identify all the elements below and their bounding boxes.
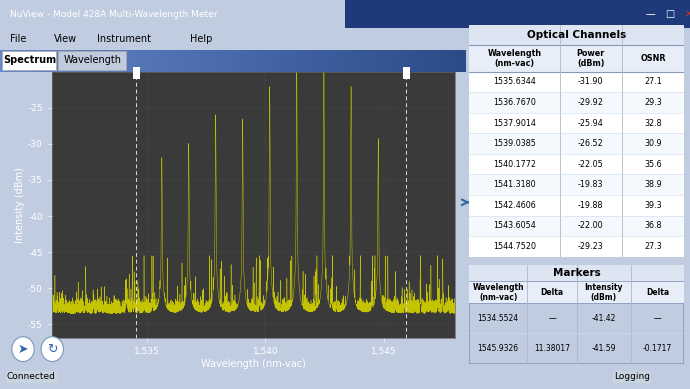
Text: 1545.9326: 1545.9326 xyxy=(477,344,519,353)
Text: Delta: Delta xyxy=(646,288,669,297)
Text: Intensity
(dBm): Intensity (dBm) xyxy=(584,282,623,302)
Text: 35.6: 35.6 xyxy=(644,159,662,169)
Text: 32.8: 32.8 xyxy=(644,119,662,128)
Text: -26.52: -26.52 xyxy=(578,139,604,148)
Text: OSNR: OSNR xyxy=(640,54,666,63)
Bar xyxy=(58,51,126,70)
Text: Spectrum: Spectrum xyxy=(3,55,56,65)
Text: 1536.7670: 1536.7670 xyxy=(493,98,536,107)
X-axis label: Wavelength (nm-vac): Wavelength (nm-vac) xyxy=(201,359,306,369)
Bar xyxy=(469,92,684,113)
Text: -29.92: -29.92 xyxy=(578,98,604,107)
Text: Instrument: Instrument xyxy=(97,34,151,44)
Text: Wavelength: Wavelength xyxy=(63,55,121,65)
Bar xyxy=(469,236,684,257)
Text: 1534.5524: 1534.5524 xyxy=(477,314,519,323)
Text: Delta: Delta xyxy=(540,288,564,297)
Text: ➤: ➤ xyxy=(18,343,28,356)
Text: —: — xyxy=(645,9,655,19)
Text: NuView - Model 428A Multi-Wavelength Meter: NuView - Model 428A Multi-Wavelength Met… xyxy=(10,9,218,19)
Text: Optical Channels: Optical Channels xyxy=(527,30,627,40)
Text: □: □ xyxy=(664,9,674,19)
Text: -31.90: -31.90 xyxy=(578,77,604,86)
Text: —: — xyxy=(653,314,662,323)
Text: Help: Help xyxy=(190,34,213,44)
Ellipse shape xyxy=(12,337,34,361)
Text: 27.1: 27.1 xyxy=(644,77,662,86)
Text: 1537.9014: 1537.9014 xyxy=(493,119,536,128)
Bar xyxy=(469,25,684,45)
Text: -22.05: -22.05 xyxy=(578,159,604,169)
Bar xyxy=(469,281,684,303)
Text: 27.3: 27.3 xyxy=(644,242,662,251)
Text: File: File xyxy=(10,34,27,44)
Text: -41.42: -41.42 xyxy=(591,314,616,323)
Text: -29.23: -29.23 xyxy=(578,242,604,251)
Text: 11.38017: 11.38017 xyxy=(534,344,570,353)
Text: 38.9: 38.9 xyxy=(644,180,662,189)
Text: 39.3: 39.3 xyxy=(644,201,662,210)
Bar xyxy=(469,72,684,92)
Text: -19.83: -19.83 xyxy=(578,180,604,189)
Bar xyxy=(469,45,684,72)
Text: Power
(dBm): Power (dBm) xyxy=(577,49,605,68)
Bar xyxy=(469,154,684,174)
Text: 1540.1772: 1540.1772 xyxy=(493,159,536,169)
Text: —: — xyxy=(549,314,556,323)
Text: 36.8: 36.8 xyxy=(644,221,662,230)
Text: 1539.0385: 1539.0385 xyxy=(493,139,536,148)
Bar xyxy=(2,51,56,70)
Text: ↻: ↻ xyxy=(47,343,57,356)
Text: Wavelength
(nm-vac): Wavelength (nm-vac) xyxy=(473,282,524,302)
Text: -0.1717: -0.1717 xyxy=(643,344,672,353)
Text: 1541.3180: 1541.3180 xyxy=(493,180,535,189)
Bar xyxy=(469,174,684,195)
Text: -25.94: -25.94 xyxy=(578,119,604,128)
Text: 1543.6054: 1543.6054 xyxy=(493,221,535,230)
Bar xyxy=(403,67,410,79)
Text: -41.59: -41.59 xyxy=(591,344,616,353)
Text: 1542.4606: 1542.4606 xyxy=(493,201,535,210)
Text: Connected: Connected xyxy=(7,372,56,382)
Bar xyxy=(469,216,684,236)
Text: Logging: Logging xyxy=(614,372,650,382)
Text: 1535.6344: 1535.6344 xyxy=(493,77,535,86)
Bar xyxy=(345,0,690,28)
Bar xyxy=(469,265,684,281)
Text: -19.88: -19.88 xyxy=(578,201,604,210)
Text: -22.00: -22.00 xyxy=(578,221,604,230)
Text: View: View xyxy=(54,34,77,44)
Bar xyxy=(469,133,684,154)
Text: 29.3: 29.3 xyxy=(644,98,662,107)
Y-axis label: Intensity (dBm): Intensity (dBm) xyxy=(15,167,26,243)
Bar xyxy=(469,113,684,133)
Text: Wavelength
(nm-vac): Wavelength (nm-vac) xyxy=(487,49,542,68)
Text: 30.9: 30.9 xyxy=(644,139,662,148)
Bar xyxy=(469,195,684,216)
Text: 1544.7520: 1544.7520 xyxy=(493,242,536,251)
Text: ✕: ✕ xyxy=(684,9,690,19)
Text: Markers: Markers xyxy=(553,268,601,278)
Bar xyxy=(132,67,139,79)
Ellipse shape xyxy=(41,337,63,361)
